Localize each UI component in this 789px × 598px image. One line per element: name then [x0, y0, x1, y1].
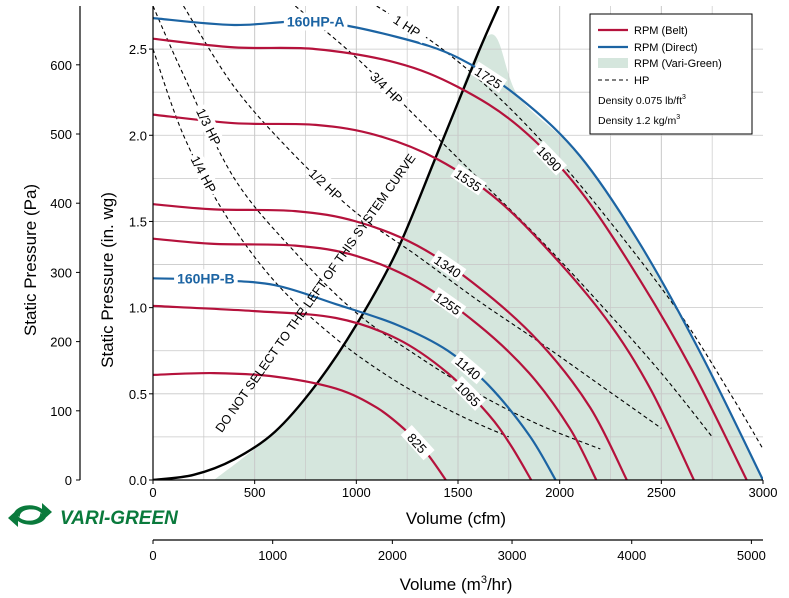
hp-curve — [183, 6, 662, 429]
legend-label-direct: RPM (Direct) — [634, 42, 698, 54]
vari-green-region — [214, 34, 763, 480]
legend-label-vari-green: RPM (Vari-Green) — [634, 58, 722, 70]
x-tick-label-m3hr: 3000 — [498, 548, 527, 563]
hp-curve — [294, 6, 713, 438]
hp-label-bg — [192, 103, 226, 150]
vari-green-wordmark: VARI-GREEN — [60, 508, 179, 529]
x-axis-title-cfm: Volume (cfm) — [406, 509, 506, 528]
rpm-curve-1340 — [153, 203, 628, 480]
system-curve — [153, 6, 500, 480]
y-tick-label-pa: 0 — [65, 473, 72, 488]
x-axis-title-m3hr: Volume (m3/hr) — [400, 574, 513, 594]
x-tick-label-cfm: 0 — [149, 485, 156, 500]
y-tick-label-inwg: 1.5 — [129, 214, 147, 229]
y-tick-label-inwg: 2.0 — [129, 128, 147, 143]
vari-green-region-layer — [214, 34, 763, 480]
legend: RPM (Belt) RPM (Direct) RPM (Vari-Green)… — [589, 13, 753, 135]
y-tick-label-inwg: 2.5 — [129, 42, 147, 57]
x-tick-label-cfm: 2500 — [647, 485, 676, 500]
y-tick-label-pa: 600 — [50, 58, 72, 73]
y-tick-label-pa: 300 — [50, 265, 72, 280]
rpm-label-bg — [429, 250, 467, 282]
x-tick-label-cfm: 1500 — [444, 485, 473, 500]
y-tick-label-inwg: 1.0 — [129, 301, 147, 316]
direct-label-bg — [174, 269, 238, 288]
x-tick-label-cfm: 3000 — [749, 485, 778, 500]
recycle-arrows-icon — [8, 503, 52, 527]
x-tick-label-cfm: 500 — [244, 485, 266, 500]
y-tick-label-pa: 100 — [50, 404, 72, 419]
hp-label-bg — [304, 163, 348, 205]
y-tick-label-inwg: 0.0 — [129, 473, 147, 488]
rpm-curve-1255 — [153, 237, 598, 480]
y-axis-title-pa: Static Pressure (Pa) — [21, 184, 40, 336]
hp-label-bg — [366, 66, 409, 109]
hp-label: 1/4 HP — [188, 153, 220, 195]
y-tick-label-pa: 400 — [50, 196, 72, 211]
legend-density-metric: Density 1.2 kg/m3 — [598, 114, 680, 127]
y-tick-label-inwg: 0.5 — [129, 387, 147, 402]
x-tick-label-m3hr: 4000 — [617, 548, 646, 563]
axes-layer: 0.00.51.01.52.02.50 500 1000 1500 2000 2500 30… — [50, 6, 777, 563]
legend-label-belt: RPM (Belt) — [634, 25, 688, 37]
x-tick-label-cfm: 2000 — [545, 485, 574, 500]
rpm-label-bg — [429, 287, 467, 319]
rpm-label-bg — [400, 424, 435, 461]
rpm-curves-layer — [153, 17, 763, 480]
rpm-label-bg — [470, 61, 508, 93]
direct-label-160hp-b: 160HP-B — [177, 270, 235, 286]
hp-label-bg — [384, 7, 430, 44]
rpm-curve-1065 — [153, 304, 533, 480]
direct-label-bg — [283, 12, 348, 31]
rpm-curve-1725 — [153, 17, 763, 480]
rpm-label-bg — [450, 163, 487, 196]
hp-label: 1/3 HP — [193, 106, 224, 148]
vari-green-logo: VARI-GREEN — [8, 503, 179, 529]
hp-label: 1/2 HP — [306, 166, 345, 204]
legend-label-hp: HP — [634, 75, 649, 87]
legend-swatch-vari-green — [598, 58, 628, 68]
hp-curve — [153, 6, 601, 450]
rpm-label-bg — [451, 376, 486, 411]
direct-label-160hp-a: 160HP-A — [287, 14, 345, 30]
rpm-label-bg — [450, 350, 487, 385]
hp-curve — [153, 48, 510, 438]
legend-box — [589, 13, 753, 135]
y-tick-label-pa: 500 — [50, 127, 72, 142]
x-tick-label-cfm: 1000 — [342, 485, 371, 500]
legend-density-imperial: Density 0.075 lb/ft3 — [598, 94, 686, 107]
x-tick-label-m3hr: 2000 — [378, 548, 407, 563]
x-tick-label-m3hr: 0 — [149, 548, 156, 563]
rpm-label-bg — [532, 140, 567, 176]
x-tick-label-m3hr: 5000 — [737, 548, 766, 563]
hp-label: 3/4 HP — [367, 69, 406, 108]
hp-label-bg — [187, 150, 222, 197]
system-curve-layer — [153, 6, 500, 480]
y-tick-label-pa: 200 — [50, 335, 72, 350]
rpm-curve-1690 — [153, 37, 748, 480]
y-axis-title-inwg: Static Pressure (in. wg) — [98, 192, 117, 368]
x-tick-label-m3hr: 1000 — [258, 548, 287, 563]
